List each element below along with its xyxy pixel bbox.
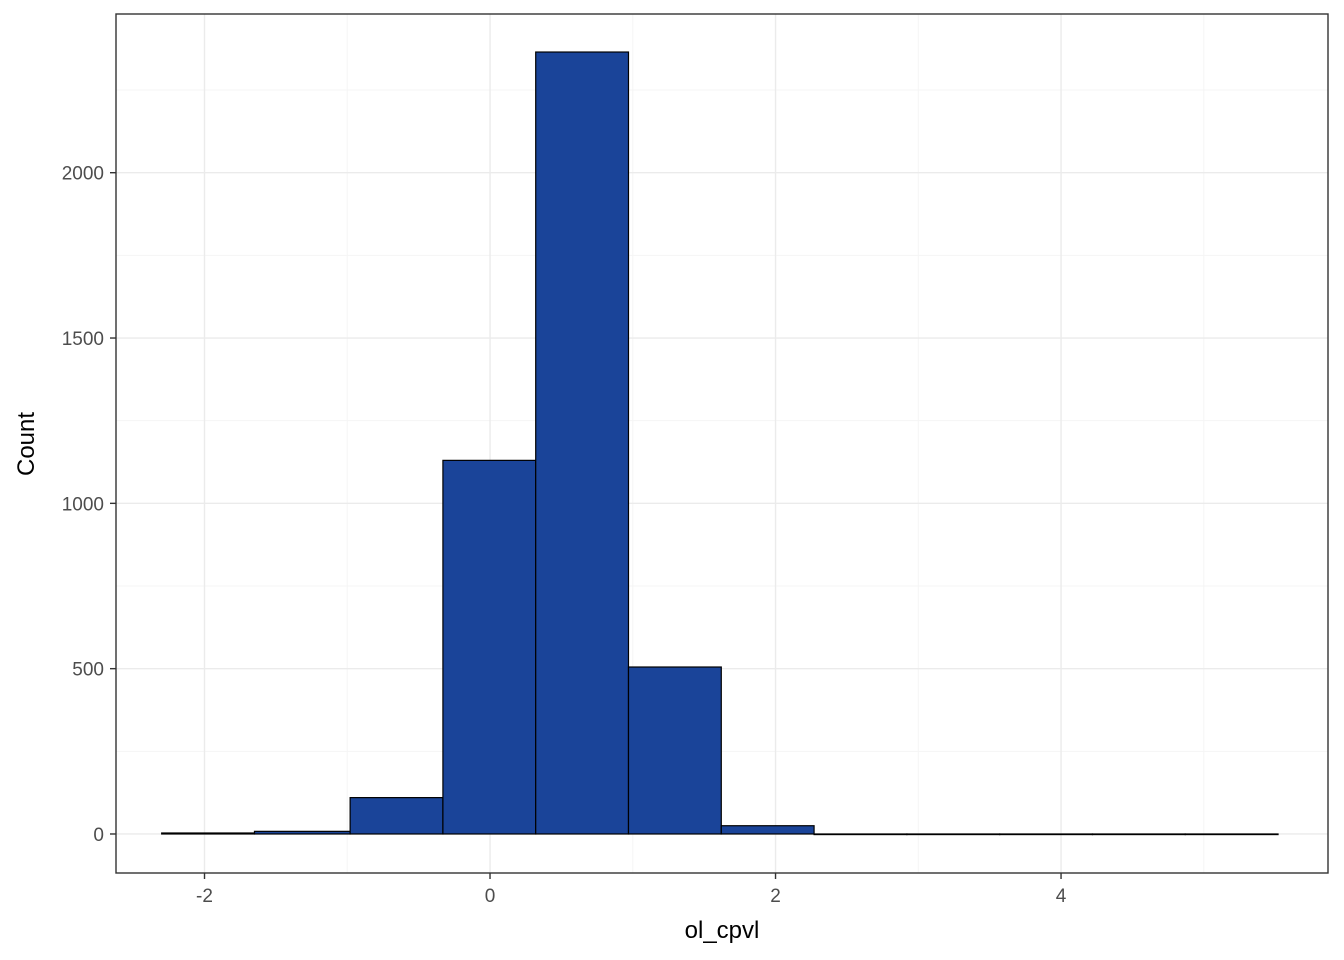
panel-border	[115, 13, 1329, 874]
y-tick-label: 2000	[62, 164, 104, 185]
y-tick-label: 1500	[62, 329, 104, 350]
histogram-bar	[999, 833, 1094, 836]
histogram-bar	[253, 830, 351, 835]
histogram-bar	[1184, 833, 1279, 836]
histogram-bar	[161, 832, 256, 835]
panel-background	[116, 14, 1328, 873]
y-axis-title: Count	[13, 412, 40, 476]
x-axis-title: ol_cpvl	[685, 917, 760, 944]
histogram-bar	[906, 833, 1001, 836]
x-tick-label: 0	[485, 886, 496, 907]
x-tick-label: 4	[1056, 886, 1067, 907]
y-tick-label: 1000	[62, 494, 104, 515]
histogram-bar	[349, 797, 444, 835]
histogram-bar	[535, 51, 630, 835]
histogram-bar	[1091, 833, 1186, 836]
y-tick-label: 0	[93, 825, 104, 846]
y-tick-label: 500	[72, 660, 104, 681]
x-tick-label: -2	[196, 886, 213, 907]
histogram-bar	[813, 833, 908, 836]
histogram-bar	[627, 666, 722, 835]
histogram-bar	[720, 825, 815, 835]
minor-gridlines	[116, 14, 1328, 873]
histogram-bars	[161, 51, 1279, 836]
x-tick-label: 2	[770, 886, 781, 907]
x-axis-ticks: -2 0 2 4	[196, 873, 1067, 907]
y-axis-ticks: 0 500 1000 1500 2000	[62, 164, 116, 846]
histogram-bar	[442, 459, 537, 835]
